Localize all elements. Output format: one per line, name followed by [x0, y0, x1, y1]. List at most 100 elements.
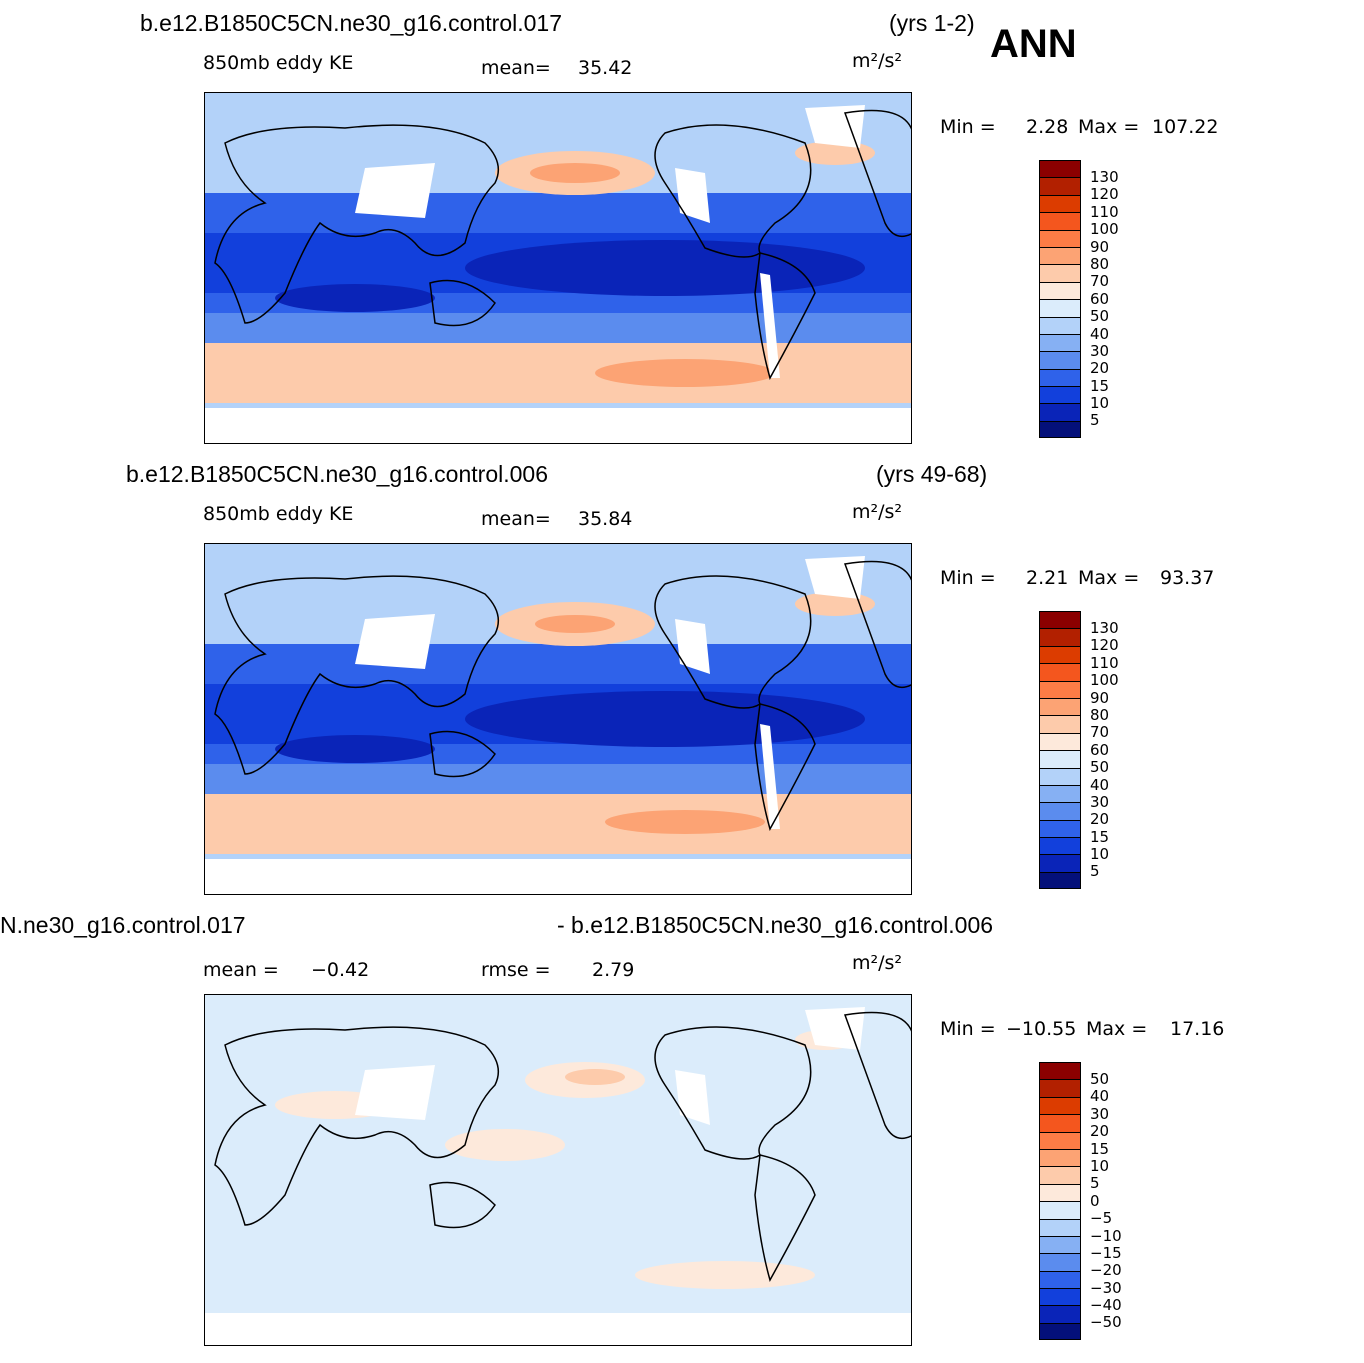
panel3-colorbar-swatch — [1039, 1218, 1081, 1236]
panel2-colorbar-swatch — [1039, 680, 1081, 698]
panel3-colorbar-swatch — [1039, 1096, 1081, 1115]
panel1-colorbar-swatch — [1039, 316, 1081, 334]
panel3-level-label: −50 — [1090, 1313, 1122, 1332]
panel1-map-graphic — [205, 93, 911, 443]
panel2-level-label: 15 — [1090, 827, 1110, 846]
panel2-map-graphic — [205, 544, 911, 894]
panel1-colorbar-swatch — [1039, 386, 1081, 404]
panel2-level-label: 40 — [1090, 775, 1110, 794]
panel3-min-label: Min = — [940, 1018, 996, 1040]
panel1-storm-track — [205, 343, 911, 403]
panel1-max-value: 107.22 — [1152, 116, 1219, 138]
panel3-level-label: −5 — [1090, 1209, 1113, 1228]
panel2-colorbar-swatch — [1039, 837, 1081, 855]
panel1-colorbar-labels: 130 120 110 100 90 80 70 60 50 40 30 20 … — [1090, 168, 1119, 430]
panel1-mean-label: mean= — [481, 57, 551, 79]
panel3-colorbar-swatch — [1039, 1322, 1081, 1341]
panel1-colorbar-swatch — [1039, 333, 1081, 352]
panel2-colorbar-swatch — [1039, 767, 1081, 785]
panel1-colorbar-swatch — [1039, 299, 1081, 317]
panel2-north-pacific-max — [535, 615, 615, 633]
panel2-colorbar-swatch — [1039, 784, 1081, 803]
panel2-level-label: 90 — [1090, 688, 1110, 707]
panel3-level-label: 50 — [1090, 1070, 1110, 1088]
panel3-map — [204, 994, 912, 1346]
panel3-colorbar-swatch — [1039, 1131, 1081, 1149]
panel2-min-label: Min = — [940, 567, 996, 589]
panel2-colorbar-swatch — [1039, 645, 1081, 664]
panel3-level-label: −15 — [1090, 1243, 1122, 1262]
panel2-colorbar-swatch — [1039, 732, 1081, 751]
panel3-colorbar-swatch — [1039, 1201, 1081, 1219]
panel3-min-value: −10.55 — [1006, 1018, 1077, 1040]
panel2-storm-track-max — [605, 810, 765, 834]
panel3-level-label: −30 — [1090, 1278, 1122, 1297]
panel2-max-label: Max = — [1078, 567, 1140, 589]
panel3-max-label: Max = — [1086, 1018, 1148, 1040]
panel3-colorbar-swatch — [1039, 1062, 1081, 1080]
panel3-rmse-value: 2.79 — [592, 959, 635, 981]
panel3-greenland-mask — [805, 1007, 865, 1050]
panel1-level-label: 10 — [1090, 394, 1110, 413]
panel1-mean-value: 35.42 — [578, 57, 633, 79]
panel2-level-label: 50 — [1090, 758, 1110, 777]
panel1-colorbar-swatch — [1039, 351, 1081, 369]
season-label: ANN — [990, 22, 1077, 66]
panel2-years: (yrs 49-68) — [876, 461, 988, 487]
panel2-level-label: 120 — [1090, 636, 1119, 655]
panel2-variable: 850mb eddy KE — [203, 503, 354, 525]
panel3-level-label: −40 — [1090, 1296, 1122, 1315]
panel2-colorbar-swatch — [1039, 802, 1081, 820]
panel3-colorbar-swatch — [1039, 1235, 1081, 1254]
panel2-south-band — [205, 764, 911, 794]
panel2-units: m²/s² — [852, 501, 903, 523]
panel2-colorbar-swatch — [1039, 871, 1081, 890]
panel2-colorbar-swatch — [1039, 611, 1081, 629]
panel2-mean-value: 35.84 — [578, 508, 633, 530]
panel1-map — [204, 92, 912, 444]
panel2-mean-label: mean= — [481, 508, 551, 530]
panel1-years: (yrs 1-2) — [889, 10, 975, 36]
panel1-colorbar-swatch — [1039, 281, 1081, 300]
panel1-colorbar — [1039, 160, 1081, 439]
panel1-level-label: 20 — [1090, 359, 1110, 378]
panel3-tibet-mask — [355, 1065, 435, 1120]
panel1-indian-minimum — [275, 284, 435, 312]
panel2-colorbar — [1039, 611, 1081, 890]
panel3-mean-value: −0.42 — [311, 959, 370, 981]
panel3-level-label: 40 — [1090, 1087, 1110, 1106]
panel3-colorbar-swatch — [1039, 1183, 1081, 1202]
panel3-rmse-label: rmse = — [481, 959, 551, 981]
panel3-level-label: 0 — [1090, 1191, 1100, 1210]
panel1-level-label: 100 — [1090, 220, 1119, 239]
panel1-antarctica — [205, 408, 911, 443]
panel1-coastlines — [214, 109, 911, 380]
panel2-rockies-mask — [675, 619, 710, 674]
panel3-level-label: 5 — [1090, 1174, 1100, 1193]
panel1-colorbar-swatch — [1039, 420, 1081, 439]
panel2-level-label: 5 — [1090, 862, 1100, 881]
panel1-max-label: Max = — [1078, 116, 1140, 138]
panel1-tibet-mask — [355, 163, 435, 218]
panel3-background-field — [205, 995, 911, 1345]
panel2-level-label: 80 — [1090, 705, 1110, 724]
panel1-colorbar-swatch — [1039, 160, 1081, 178]
panel3-rockies-mask — [675, 1070, 710, 1125]
panel3-map-graphic — [205, 995, 911, 1345]
panel2-colorbar-swatch — [1039, 854, 1081, 872]
panel3-colorbar-labels: 50 40 30 20 15 10 5 0 −5 −10 −15 −20 −30… — [1090, 1070, 1122, 1332]
panel3-colorbar-swatch — [1039, 1079, 1081, 1097]
panel3-level-label: −10 — [1090, 1226, 1122, 1245]
panel2-tibet-mask — [355, 614, 435, 669]
panel3-level-label: 20 — [1090, 1122, 1110, 1141]
panel2-colorbar-swatch — [1039, 819, 1081, 838]
panel3-level-label: 30 — [1090, 1104, 1110, 1123]
panel1-andes-mask — [760, 273, 780, 378]
panel3-positive-region — [635, 1261, 815, 1289]
panel2-storm-track — [205, 794, 911, 854]
panel2-level-label: 100 — [1090, 671, 1119, 690]
panel1-level-label: 40 — [1090, 324, 1110, 343]
panel2-max-value: 93.37 — [1160, 567, 1215, 589]
panel2-case-title: b.e12.B1850C5CN.ne30_g16.control.006 — [126, 461, 548, 487]
panel3-level-label: −20 — [1090, 1261, 1122, 1280]
